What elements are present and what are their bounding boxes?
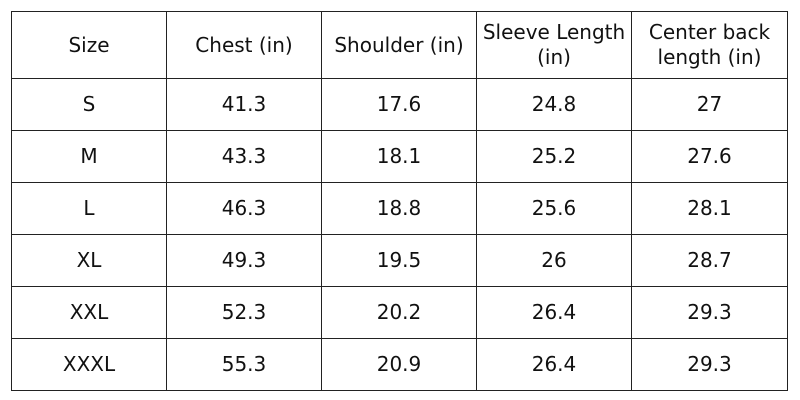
cell-size: S	[11, 78, 167, 131]
cell-shoulder: 18.8	[321, 182, 477, 235]
cell-center-back-length: 28.7	[631, 234, 788, 287]
cell-chest: 49.3	[166, 234, 322, 287]
cell-center-back-length: 28.1	[631, 182, 788, 235]
cell-center-back-length: 29.3	[631, 286, 788, 339]
cell-size: XXL	[11, 286, 167, 339]
header-size: Size	[11, 11, 167, 79]
cell-chest: 52.3	[166, 286, 322, 339]
table-row: XXXL 55.3 20.9 26.4 29.3	[11, 338, 788, 391]
cell-shoulder: 17.6	[321, 78, 477, 131]
table-header: Size Chest (in) Shoulder (in) Sleeve Len…	[11, 11, 788, 79]
table-row: L 46.3 18.8 25.6 28.1	[11, 182, 788, 235]
cell-sleeve-length: 26	[476, 234, 632, 287]
table-row: XL 49.3 19.5 26 28.7	[11, 234, 788, 287]
cell-sleeve-length: 26.4	[476, 286, 632, 339]
header-chest: Chest (in)	[166, 11, 322, 79]
cell-center-back-length: 29.3	[631, 338, 788, 391]
cell-chest: 46.3	[166, 182, 322, 235]
size-chart-table: Size Chest (in) Shoulder (in) Sleeve Len…	[11, 11, 788, 391]
cell-chest: 41.3	[166, 78, 322, 131]
cell-shoulder: 18.1	[321, 130, 477, 183]
cell-chest: 43.3	[166, 130, 322, 183]
cell-shoulder: 20.9	[321, 338, 477, 391]
cell-size: L	[11, 182, 167, 235]
table-row: M 43.3 18.1 25.2 27.6	[11, 130, 788, 183]
cell-sleeve-length: 25.2	[476, 130, 632, 183]
cell-size: XL	[11, 234, 167, 287]
cell-shoulder: 20.2	[321, 286, 477, 339]
header-sleeve-length: Sleeve Length (in)	[476, 11, 632, 79]
cell-sleeve-length: 26.4	[476, 338, 632, 391]
cell-sleeve-length: 25.6	[476, 182, 632, 235]
header-center-back-length: Center back length (in)	[631, 11, 788, 79]
header-shoulder: Shoulder (in)	[321, 11, 477, 79]
cell-center-back-length: 27.6	[631, 130, 788, 183]
cell-sleeve-length: 24.8	[476, 78, 632, 131]
cell-chest: 55.3	[166, 338, 322, 391]
table-body: S 41.3 17.6 24.8 27 M 43.3 18.1 25.2 27.…	[11, 78, 788, 391]
header-row: Size Chest (in) Shoulder (in) Sleeve Len…	[11, 11, 788, 79]
cell-size: XXXL	[11, 338, 167, 391]
cell-shoulder: 19.5	[321, 234, 477, 287]
cell-center-back-length: 27	[631, 78, 788, 131]
table-row: XXL 52.3 20.2 26.4 29.3	[11, 286, 788, 339]
table-row: S 41.3 17.6 24.8 27	[11, 78, 788, 131]
cell-size: M	[11, 130, 167, 183]
